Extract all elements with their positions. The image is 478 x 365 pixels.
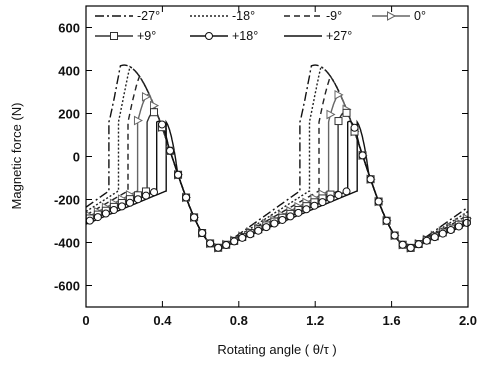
series-marker-5 <box>117 202 126 211</box>
series-marker-5 <box>302 205 311 214</box>
series-marker-5 <box>85 216 94 225</box>
legend: -27° -18° -9° 0° +9° +18° +27° <box>95 9 426 43</box>
x-tick-label: 1.6 <box>383 313 401 328</box>
series-marker-5 <box>350 123 359 132</box>
series-marker-4 <box>342 108 351 117</box>
series-marker-5 <box>422 236 431 245</box>
legend-marker-5 <box>205 32 213 40</box>
series-marker-5 <box>342 187 351 196</box>
series-marker-3 <box>326 109 336 120</box>
series-marker-5 <box>382 216 391 225</box>
series-marker-5 <box>310 201 319 210</box>
series-marker-4 <box>149 108 158 117</box>
series-marker-5 <box>262 223 271 232</box>
y-tick-label: -600 <box>54 279 80 294</box>
series-marker-5 <box>238 233 247 242</box>
series-marker-5 <box>246 230 255 239</box>
legend-label-4: +9° <box>137 29 156 43</box>
series-markers <box>85 90 472 253</box>
series-marker-5 <box>230 237 239 246</box>
legend-label-2: -9° <box>326 9 342 23</box>
legend-label-3: 0° <box>414 9 426 23</box>
series-marker-5 <box>414 240 423 249</box>
series-marker-5 <box>270 219 279 228</box>
series-marker-5 <box>454 222 463 231</box>
series-marker-5 <box>390 231 399 240</box>
series-marker-5 <box>294 208 303 217</box>
y-tick-label: -400 <box>54 236 80 251</box>
series-marker-5 <box>141 191 150 200</box>
series-marker-5 <box>406 243 415 252</box>
legend-label-5: +18° <box>232 29 258 43</box>
legend-marker-3 <box>387 11 397 21</box>
series-marker-5 <box>166 146 175 155</box>
series-marker-5 <box>198 229 207 238</box>
series-marker-5 <box>254 226 263 235</box>
series-marker-5 <box>358 151 367 160</box>
series-marker-3 <box>141 91 152 102</box>
legend-label-6: +27° <box>326 29 352 43</box>
x-axis: 0 0.4 0.8 1.2 1.6 2.0 <box>82 6 477 328</box>
legend-label-0: -27° <box>137 9 160 23</box>
series-marker-5 <box>462 218 471 227</box>
legend-marker-4 <box>110 32 118 40</box>
series-marker-5 <box>190 213 199 222</box>
series-marker-5 <box>222 240 231 249</box>
x-tick-label: 1.2 <box>306 313 324 328</box>
series-marker-5 <box>334 190 343 199</box>
x-tick-label: 2.0 <box>459 313 477 328</box>
series-marker-3 <box>149 100 160 111</box>
y-tick-label: 600 <box>58 21 80 36</box>
series-marker-5 <box>278 215 287 224</box>
series-marker-5 <box>326 194 335 203</box>
series-marker-5 <box>398 240 407 249</box>
x-tick-label: 0.8 <box>230 313 248 328</box>
x-tick-label: 0.4 <box>153 313 172 328</box>
series-marker-5 <box>125 198 134 207</box>
series-marker-5 <box>286 212 295 221</box>
series-marker-5 <box>318 198 327 207</box>
series-marker-4 <box>334 117 343 126</box>
series-marker-5 <box>206 239 215 248</box>
y-tick-label: 400 <box>58 64 80 79</box>
series-marker-5 <box>214 243 223 252</box>
series-marker-5 <box>93 213 102 222</box>
series-marker-5 <box>182 193 191 202</box>
series-marker-5 <box>174 170 183 179</box>
x-axis-title: Rotating angle ( θ/τ ) <box>217 342 336 357</box>
series-marker-5 <box>133 195 142 204</box>
y-axis: 600 400 200 0 -200 -400 -600 <box>54 21 468 294</box>
series-marker-5 <box>109 205 118 214</box>
series-marker-5 <box>149 188 158 197</box>
series-marker-5 <box>101 209 110 218</box>
series-marker-5 <box>158 120 167 129</box>
y-tick-label: -200 <box>54 193 80 208</box>
y-tick-label: 0 <box>73 150 80 165</box>
y-axis-title: Magnetic force (N) <box>9 103 24 210</box>
y-tick-label: 200 <box>58 107 80 122</box>
series-marker-3 <box>133 115 144 126</box>
series-marker-5 <box>446 226 455 235</box>
series-marker-5 <box>374 197 383 206</box>
legend-label-1: -18° <box>232 9 255 23</box>
x-tick-label: 0 <box>82 313 89 328</box>
series-marker-5 <box>430 233 439 242</box>
series-marker-3 <box>334 90 344 100</box>
series-marker-5 <box>438 229 447 238</box>
series-marker-5 <box>366 175 375 184</box>
